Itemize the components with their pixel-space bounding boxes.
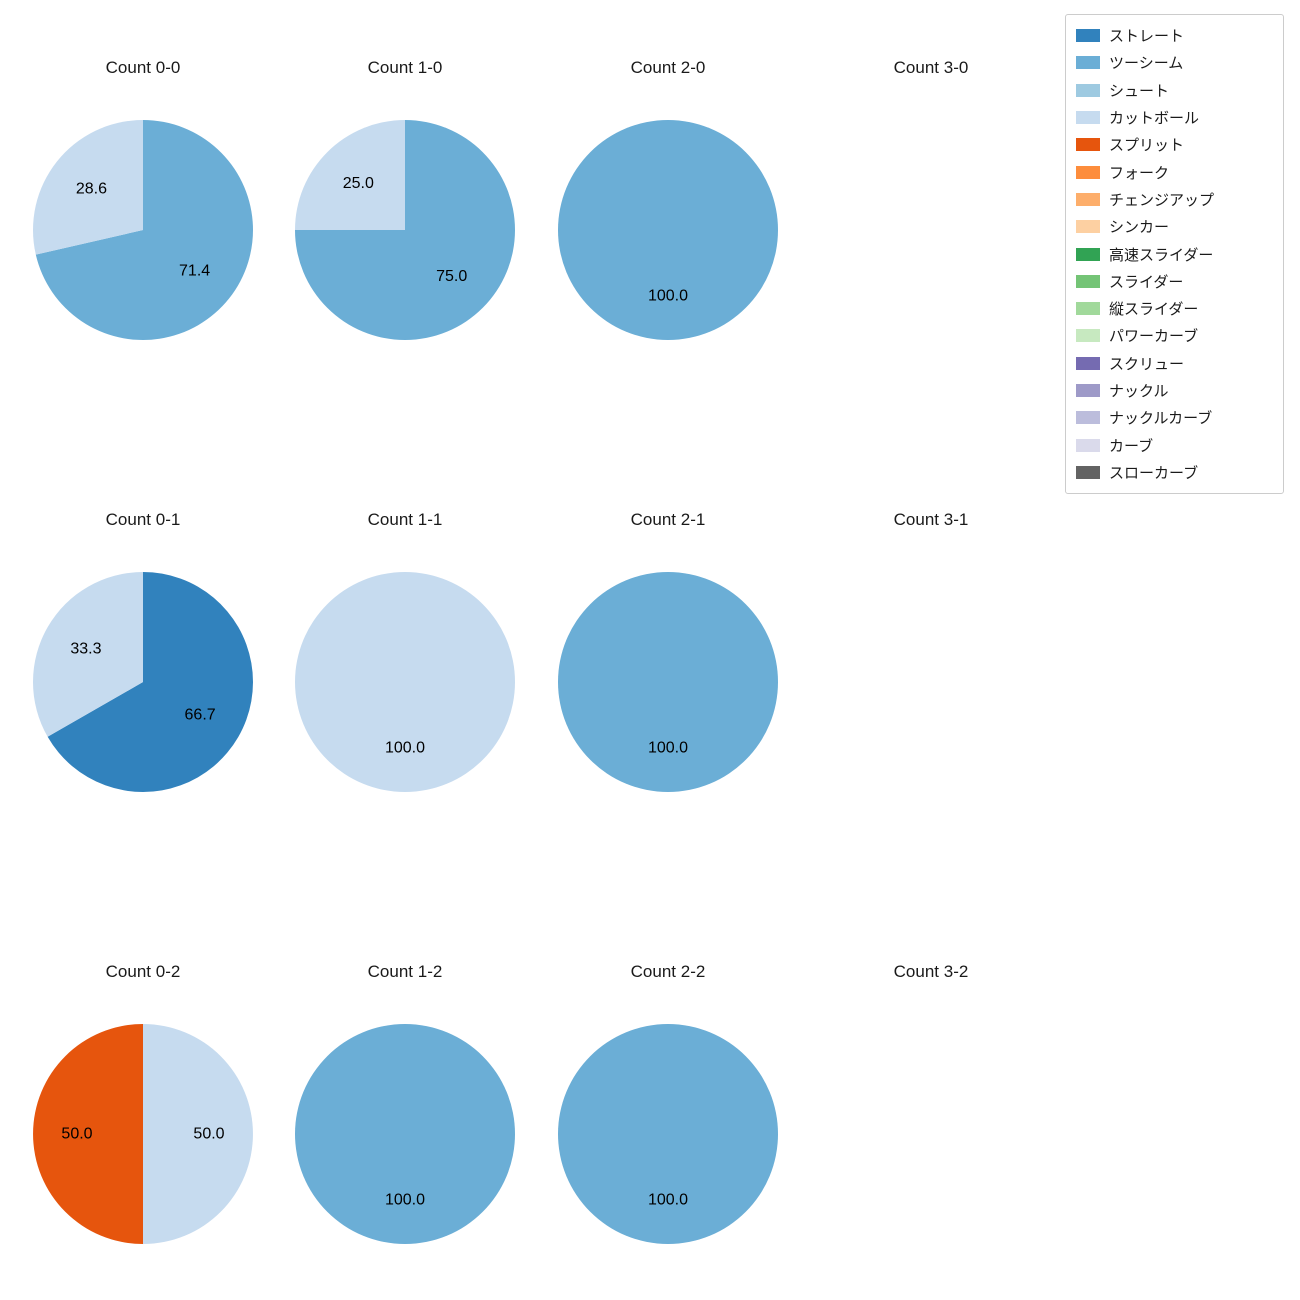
- pie-percent-label: 50.0: [193, 1126, 224, 1143]
- legend-item: ストレート: [1076, 22, 1273, 49]
- legend-label: ナックルカーブ: [1109, 410, 1213, 428]
- legend-label: カーブ: [1109, 437, 1154, 455]
- legend-swatch: [1076, 29, 1100, 43]
- pie-percent-label: 66.7: [185, 707, 216, 724]
- legend-swatch: [1076, 329, 1100, 343]
- legend-item: スプリット: [1076, 131, 1273, 158]
- legend-label: スローカーブ: [1109, 464, 1199, 482]
- pie-percent-label: 100.0: [648, 1192, 688, 1209]
- chart-title-count-0-1: Count 0-1: [105, 510, 181, 529]
- pie-percent-label: 71.4: [179, 263, 210, 280]
- legend-item: シュート: [1076, 77, 1273, 104]
- chart-title-count-3-2: Count 3-2: [893, 962, 969, 981]
- legend: ストレートツーシームシュートカットボール スプリットフォークチェンジアップ シンカー…: [1065, 14, 1284, 495]
- pie-slice: [32, 119, 144, 255]
- pie-count-0-2: 50.0 50.0: [33, 1024, 253, 1244]
- pie-slice: [33, 1024, 143, 1244]
- legend-item: ナックルカーブ: [1076, 404, 1273, 431]
- chart-title-count-1-2: Count 1-2: [367, 962, 443, 981]
- chart-title-count-2-2: Count 2-2: [630, 962, 706, 981]
- legend-label: スクリュー: [1109, 355, 1185, 373]
- pie-count-1-0: 75.0 25.0: [295, 120, 515, 340]
- legend-label: カットボール: [1109, 110, 1200, 128]
- legend-label: シンカー: [1109, 219, 1170, 237]
- pie-slice: [32, 572, 143, 737]
- chart-title-count-0-2: Count 0-2: [105, 962, 181, 981]
- legend-swatch: [1076, 465, 1100, 479]
- pie-count-0-0: 71.4 28.6: [32, 119, 253, 340]
- legend-swatch: [1076, 356, 1100, 370]
- legend-swatch: [1076, 247, 1100, 261]
- legend-swatch: [1076, 111, 1100, 125]
- legend-item: スローカーブ: [1076, 459, 1273, 486]
- pie-percent-label: 33.3: [70, 640, 101, 657]
- legend-label: ナックル: [1109, 383, 1169, 400]
- legend-label: チェンジアップ: [1109, 191, 1215, 209]
- legend-item: 高速スライダー: [1076, 240, 1273, 267]
- pie-percent-label: 50.0: [61, 1126, 92, 1143]
- legend-item: カーブ: [1076, 431, 1273, 458]
- legend-item: ナックル: [1076, 377, 1273, 404]
- legend-item: シンカー: [1076, 213, 1273, 240]
- pie-count-2-2: 100.0: [558, 1024, 778, 1244]
- chart-title-count-1-1: Count 1-1: [367, 510, 443, 529]
- legend-label: パワーカーブ: [1109, 328, 1199, 346]
- legend-label: 高速スライダー: [1109, 246, 1214, 264]
- pie-slice: [295, 572, 515, 792]
- chart-title-count-3-1: Count 3-1: [893, 510, 969, 529]
- pie-slice: [558, 572, 778, 792]
- pie-count-2-1: 100.0: [558, 572, 778, 792]
- legend-swatch: [1076, 220, 1100, 234]
- legend-item: カットボール: [1076, 104, 1273, 131]
- chart-title-count-2-1: Count 2-1: [630, 510, 706, 529]
- legend-swatch: [1076, 384, 1100, 397]
- chart-title-count-1-0: Count 1-0: [367, 58, 443, 77]
- legend-item: フォーク: [1076, 158, 1273, 185]
- legend-label: フォーク: [1109, 164, 1170, 182]
- pie-count-0-1: 66.7 33.3: [32, 572, 253, 792]
- legend-label: ツーシーム: [1109, 55, 1184, 73]
- pie-percent-label: 28.6: [76, 180, 107, 197]
- legend-swatch: [1076, 192, 1100, 206]
- legend-swatch: [1076, 411, 1100, 425]
- pie-percent-label: 100.0: [648, 288, 688, 305]
- legend-item: スライダー: [1076, 268, 1273, 295]
- pie-slice: [295, 1024, 515, 1244]
- legend-label: スプリット: [1109, 137, 1185, 155]
- pie-slice: [558, 120, 778, 340]
- legend-item: チェンジアップ: [1076, 186, 1273, 213]
- pie-slice: [47, 572, 253, 792]
- legend-item: ツーシーム: [1076, 49, 1273, 76]
- pie-slice: [143, 1024, 253, 1244]
- pie-percent-label: 100.0: [648, 740, 688, 757]
- legend-swatch: [1076, 138, 1100, 152]
- pie-count-1-1: 100.0: [295, 572, 515, 792]
- legend-label: ストレート: [1109, 28, 1185, 46]
- pie-percent-label: 25.0: [343, 175, 374, 192]
- pie-count-2-0: 100.0: [558, 120, 778, 340]
- legend-label: 縦スライダー: [1109, 301, 1199, 319]
- legend-swatch: [1076, 56, 1100, 70]
- legend-label: スライダー: [1109, 273, 1184, 291]
- pie-percent-label: 100.0: [385, 1192, 425, 1209]
- pie-percent-label: 100.0: [385, 740, 425, 757]
- legend-swatch: [1076, 438, 1100, 452]
- legend-swatch: [1076, 83, 1100, 97]
- legend-item: スクリュー: [1076, 350, 1273, 377]
- chart-title-count-2-0: Count 2-0: [630, 58, 706, 77]
- legend-label: シュート: [1109, 82, 1170, 100]
- pie-slice: [558, 1024, 778, 1244]
- chart-title-count-0-0: Count 0-0: [105, 58, 181, 77]
- legend-swatch: [1076, 274, 1100, 288]
- legend-swatch: [1076, 302, 1100, 316]
- legend-item: パワーカーブ: [1076, 322, 1273, 349]
- pie-slice: [295, 120, 405, 230]
- chart-title-count-3-0: Count 3-0: [893, 58, 969, 77]
- legend-item: 縦スライダー: [1076, 295, 1273, 322]
- pie-percent-label: 75.0: [436, 268, 467, 285]
- legend-swatch: [1076, 165, 1100, 179]
- pie-count-1-2: 100.0: [295, 1024, 515, 1244]
- pie-slice: [35, 120, 253, 340]
